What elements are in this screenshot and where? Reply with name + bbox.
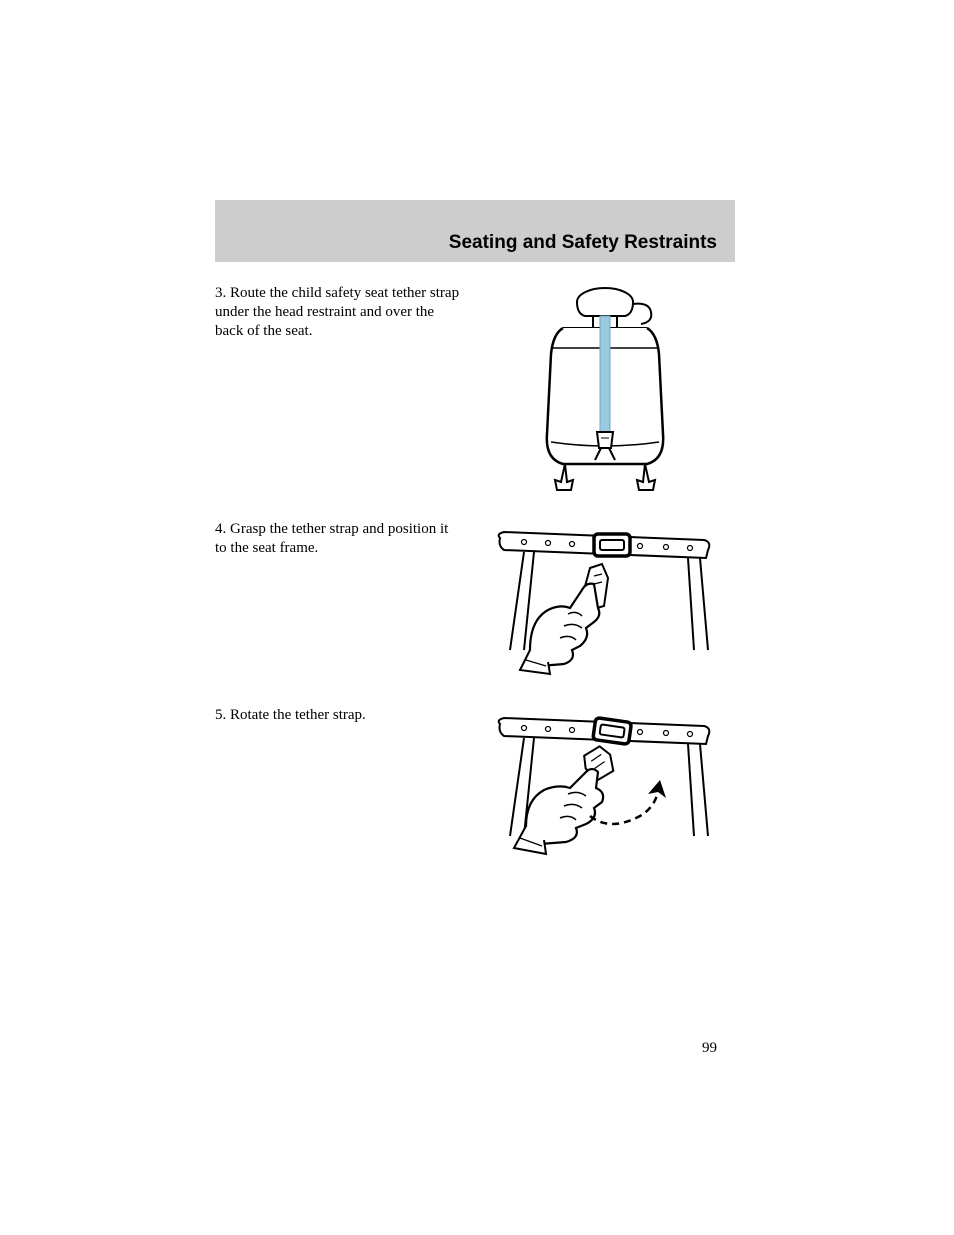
step-text: 5. Rotate the tether strap.	[215, 706, 475, 725]
step-number: 4.	[215, 521, 226, 537]
step-body: Rotate the tether strap.	[230, 707, 366, 723]
step-figure	[475, 284, 735, 494]
step-text: 4. Grasp the tether strap and position i…	[215, 520, 475, 558]
instruction-step: 3. Route the child safety seat tether st…	[215, 284, 735, 494]
content-area: 3. Route the child safety seat tether st…	[215, 262, 735, 866]
step-number: 5.	[215, 707, 226, 723]
step-figure	[475, 706, 735, 866]
section-title: Seating and Safety Restraints	[449, 232, 717, 254]
instruction-step: 5. Rotate the tether strap.	[215, 706, 735, 866]
step-number: 3.	[215, 285, 226, 301]
grasp-strap-diagram	[490, 520, 720, 680]
section-header-bar: Seating and Safety Restraints	[215, 200, 735, 262]
seat-back-diagram	[515, 284, 695, 494]
page-number: 99	[215, 1040, 735, 1057]
step-body: Route the child safety seat tether strap…	[215, 285, 459, 339]
document-page: Seating and Safety Restraints 3. Route t…	[215, 200, 735, 892]
step-text: 3. Route the child safety seat tether st…	[215, 284, 475, 340]
step-body: Grasp the tether strap and position it t…	[215, 521, 448, 556]
step-figure	[475, 520, 735, 680]
instruction-step: 4. Grasp the tether strap and position i…	[215, 520, 735, 680]
rotate-strap-diagram	[490, 706, 720, 866]
